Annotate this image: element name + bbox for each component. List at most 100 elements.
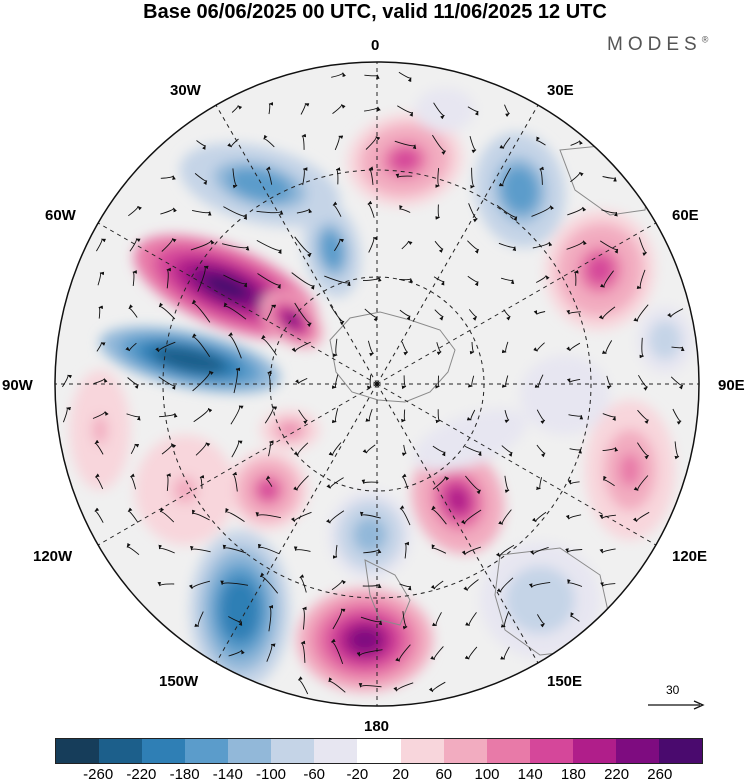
wind-vector	[190, 545, 211, 553]
colorbar-segment	[529, 739, 573, 763]
wind-vector	[395, 644, 411, 662]
wind-vector	[302, 606, 307, 630]
lon-label-180: 180	[364, 718, 390, 735]
anomaly-contour	[348, 627, 382, 653]
wind-vector	[98, 305, 103, 319]
wind-vector	[431, 544, 447, 554]
wind-vector	[496, 577, 514, 593]
wind-vector	[496, 204, 518, 222]
wind-vector	[266, 643, 276, 662]
wind-vector	[501, 445, 513, 457]
meridians	[55, 62, 699, 706]
lon-label-0: 0	[371, 37, 380, 54]
wind-vector	[570, 612, 580, 622]
wind-vector	[670, 376, 684, 390]
anomaly-contour	[173, 476, 197, 504]
colorbar-segment	[400, 739, 444, 763]
wind-vector	[637, 442, 649, 460]
wind-vector	[228, 332, 242, 359]
wind-vector	[228, 616, 243, 626]
wind-vector	[435, 375, 440, 389]
wind-vector	[158, 544, 175, 554]
wind-vector	[570, 140, 583, 146]
wind-vector	[638, 237, 648, 256]
wind-vector	[220, 580, 249, 586]
wind-vector	[466, 409, 476, 421]
colorbar-tick-label: -100	[255, 766, 287, 783]
wind-vector	[94, 473, 104, 490]
wind-vector	[566, 342, 581, 352]
wind-vector	[221, 243, 250, 251]
wind-vector	[432, 612, 442, 627]
wind-vector	[566, 240, 587, 250]
wind-vector	[227, 138, 239, 148]
wind-vector	[331, 72, 346, 78]
wind-vector	[267, 370, 272, 390]
wind-vector	[230, 405, 244, 425]
wind-vector	[529, 546, 549, 556]
wind-vector	[537, 614, 545, 628]
wind-vector	[293, 546, 311, 552]
wind-vector	[401, 444, 407, 457]
anomaly-contour	[658, 331, 672, 349]
meridian-line	[97, 383, 378, 546]
wind-vector	[328, 677, 346, 693]
wind-vector	[264, 406, 278, 424]
wind-vector	[401, 375, 407, 390]
colorbar-tick-label: -180	[169, 766, 200, 783]
wind-vector	[263, 134, 275, 148]
wind-vector	[566, 378, 581, 384]
polar-map	[54, 61, 700, 707]
wind-vector	[602, 446, 619, 452]
wind-vector	[500, 277, 515, 285]
wind-vector	[667, 308, 684, 318]
wind-vector	[468, 203, 478, 223]
wind-vector	[364, 74, 380, 79]
wind-vector	[128, 304, 138, 318]
wind-vector	[268, 102, 274, 115]
colorbar-tick-label: -60	[303, 766, 326, 783]
wind-vector	[166, 473, 171, 491]
wind-vector	[335, 167, 341, 185]
wind-vector	[166, 267, 171, 289]
wind-vector	[188, 580, 211, 590]
wind-vector	[368, 166, 374, 185]
wind-vector	[365, 408, 373, 422]
wind-vector	[498, 167, 512, 187]
colorbar-tick-label: 60	[435, 766, 453, 783]
wind-vector	[259, 572, 279, 594]
wind-vector	[467, 240, 479, 254]
wind-vector	[161, 238, 177, 252]
wind-vector	[356, 649, 383, 657]
wind-vector	[498, 242, 517, 252]
wind-vector	[434, 240, 444, 253]
wind-vector	[393, 682, 414, 692]
wind-vector	[157, 581, 175, 587]
wind-vector	[128, 205, 142, 217]
wind-vector	[535, 275, 550, 283]
wind-vector	[228, 649, 245, 657]
lon-label-120w: 120W	[33, 548, 73, 565]
wind-vector	[360, 616, 383, 626]
meridian-line	[376, 383, 539, 664]
wind-vector	[96, 342, 106, 352]
wind-vector	[196, 140, 206, 150]
wind-vector	[330, 638, 344, 665]
anomaly-contour	[391, 148, 419, 172]
wind-vector	[401, 341, 409, 356]
wind-vector	[129, 473, 137, 490]
lon-label-30e: 30E	[547, 82, 574, 99]
wind-vector	[191, 509, 210, 521]
wind-vector	[399, 309, 411, 321]
wind-vector	[399, 278, 414, 283]
wind-vector	[159, 507, 175, 523]
wind-vector	[160, 175, 176, 181]
wind-vector	[130, 443, 140, 455]
wind-vector	[364, 106, 381, 112]
wind-vector	[428, 681, 446, 693]
wind-vector	[191, 299, 211, 323]
anomaly-contour	[619, 453, 641, 487]
anomaly-contour	[258, 480, 278, 500]
wind-vector	[499, 137, 511, 149]
wind-vector	[468, 375, 475, 388]
